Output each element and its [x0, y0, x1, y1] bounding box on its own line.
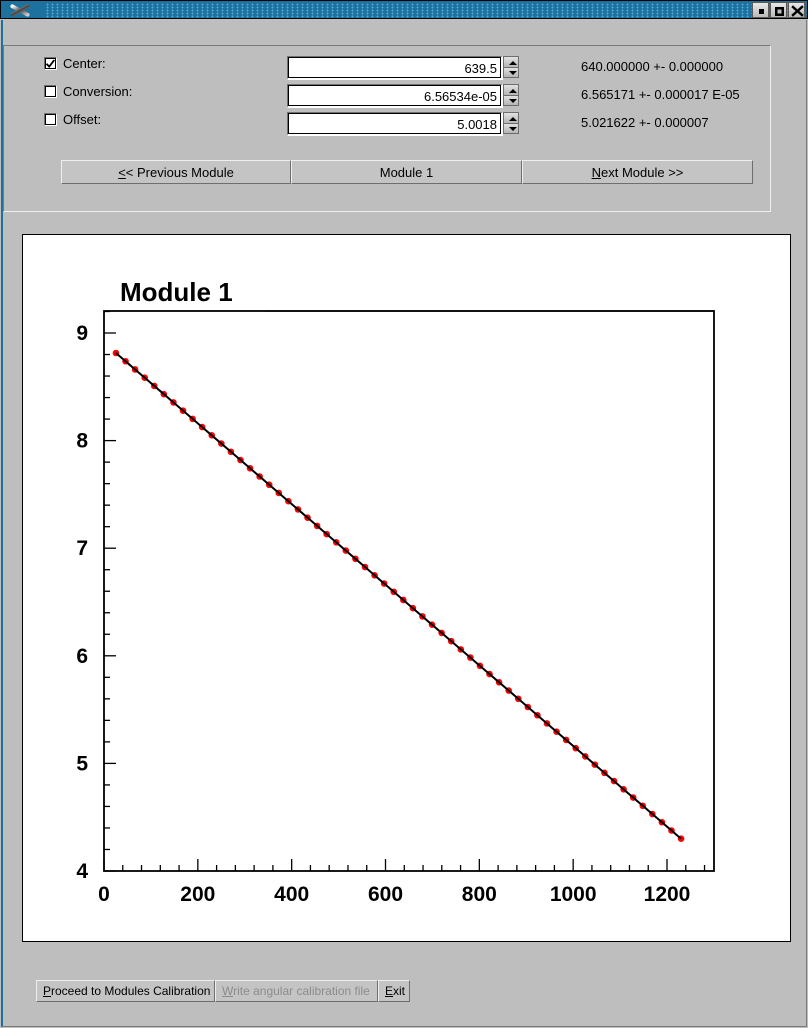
svg-text:7: 7: [76, 537, 88, 560]
svg-text:4: 4: [76, 860, 88, 883]
svg-text:400: 400: [274, 883, 309, 906]
svg-text:1200: 1200: [644, 883, 691, 906]
svg-text:9: 9: [76, 322, 88, 345]
svg-text:5: 5: [76, 752, 88, 775]
svg-text:600: 600: [368, 883, 403, 906]
svg-text:6: 6: [76, 645, 88, 668]
svg-text:200: 200: [180, 883, 215, 906]
svg-text:800: 800: [462, 883, 497, 906]
svg-text:8: 8: [76, 430, 88, 453]
svg-text:1000: 1000: [550, 883, 597, 906]
svg-text:0: 0: [98, 883, 110, 906]
